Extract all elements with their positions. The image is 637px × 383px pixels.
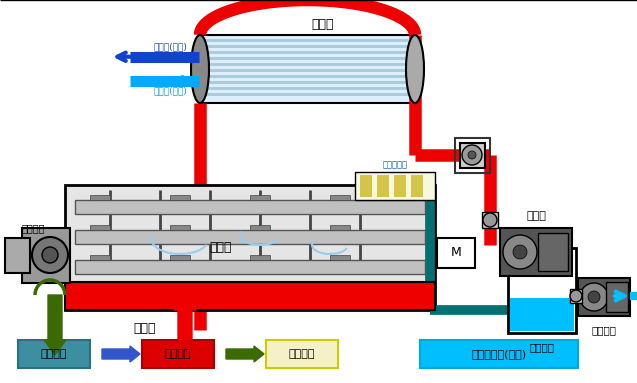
Circle shape	[588, 291, 600, 303]
Bar	[250, 225, 270, 230]
Bar	[570, 289, 582, 303]
FancyArrow shape	[226, 346, 264, 362]
Bar	[203, 51, 412, 54]
Text: 蒸馏水泵: 蒸馏水泵	[592, 325, 617, 335]
Bar	[22, 228, 70, 283]
Circle shape	[468, 151, 476, 159]
Bar	[75, 230, 425, 244]
Bar	[606, 282, 628, 312]
Text: 冷却水(回水): 冷却水(回水)	[153, 42, 187, 51]
Circle shape	[503, 235, 537, 269]
Bar	[377, 175, 389, 197]
Bar	[65, 185, 435, 310]
Bar	[360, 175, 372, 197]
Text: M: M	[450, 247, 461, 260]
Text: 供液工序: 供液工序	[41, 349, 68, 359]
Circle shape	[580, 283, 608, 311]
Bar	[420, 340, 578, 368]
Bar	[455, 138, 490, 173]
Circle shape	[42, 247, 58, 263]
Text: 排出工序: 排出工序	[289, 349, 315, 359]
Bar	[5, 238, 30, 273]
Bar	[203, 75, 412, 78]
Bar	[394, 175, 406, 197]
Bar	[460, 143, 485, 168]
Circle shape	[513, 245, 527, 259]
Bar	[330, 255, 350, 260]
Text: 蒸馏工序: 蒸馏工序	[165, 349, 191, 359]
Text: 冷凝器: 冷凝器	[311, 18, 334, 31]
Bar	[411, 175, 423, 197]
Text: 缓冲液罐: 缓冲液罐	[529, 342, 554, 352]
Bar	[355, 172, 435, 200]
Bar	[538, 233, 568, 271]
Circle shape	[32, 237, 68, 273]
Bar	[510, 298, 574, 331]
Bar	[266, 340, 338, 368]
Bar	[437, 238, 475, 268]
Text: 回收水排放(随时): 回收水排放(随时)	[471, 349, 527, 359]
FancyArrow shape	[174, 295, 196, 340]
Circle shape	[483, 213, 497, 227]
Bar	[482, 212, 498, 228]
Bar	[203, 69, 412, 72]
Text: 蒸汽过滤器: 蒸汽过滤器	[382, 160, 408, 170]
Bar	[203, 57, 412, 60]
Bar	[330, 195, 350, 200]
Circle shape	[570, 290, 582, 302]
Bar	[203, 93, 412, 96]
Ellipse shape	[406, 35, 424, 103]
Bar	[203, 39, 412, 42]
FancyArrow shape	[44, 295, 66, 355]
Bar	[90, 255, 110, 260]
Bar	[250, 195, 270, 200]
Bar	[203, 63, 412, 66]
Bar	[90, 225, 110, 230]
Text: 蒸馏罐: 蒸馏罐	[134, 321, 156, 334]
Bar	[75, 200, 425, 214]
Bar	[330, 225, 350, 230]
Bar	[65, 282, 435, 310]
Text: 残渣排出: 残渣排出	[22, 223, 45, 233]
Circle shape	[462, 145, 482, 165]
Bar	[250, 255, 270, 260]
Bar	[203, 87, 412, 90]
Bar	[500, 228, 572, 276]
Bar	[508, 248, 576, 333]
Bar	[18, 340, 90, 368]
Text: 冷却水(进水): 冷却水(进水)	[153, 87, 187, 96]
Bar	[170, 195, 190, 200]
Bar	[142, 340, 214, 368]
Bar	[75, 260, 425, 274]
Bar	[203, 81, 412, 84]
Text: 真空泵: 真空泵	[526, 211, 546, 221]
Bar	[200, 35, 415, 103]
Bar	[578, 278, 630, 316]
FancyArrow shape	[102, 346, 140, 362]
Bar	[90, 195, 110, 200]
Bar	[170, 255, 190, 260]
Bar	[203, 45, 412, 48]
Text: 搅拌机: 搅拌机	[209, 241, 232, 254]
Ellipse shape	[191, 35, 209, 103]
Bar	[170, 225, 190, 230]
